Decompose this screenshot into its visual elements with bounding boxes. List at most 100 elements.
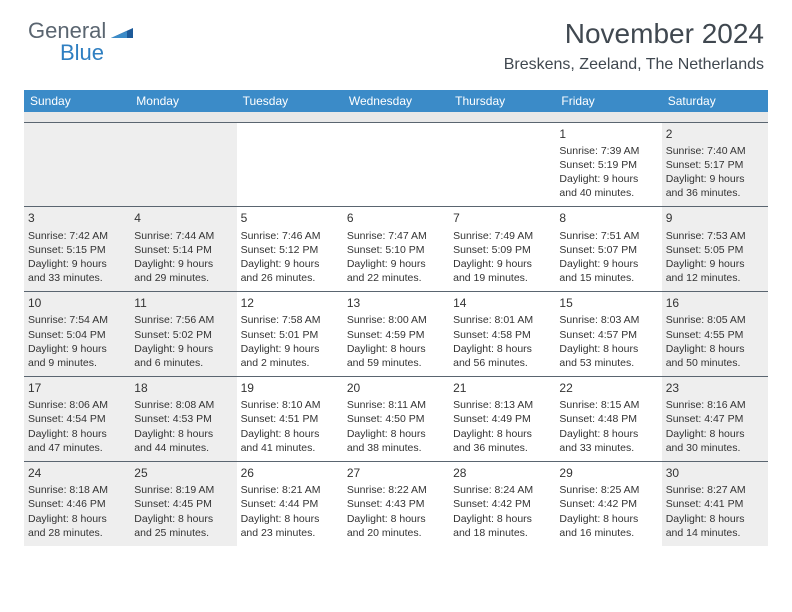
sunset-text: Sunset: 5:04 PM: [28, 328, 126, 342]
week-row: 24Sunrise: 8:18 AMSunset: 4:46 PMDayligh…: [24, 462, 768, 546]
day-number: 10: [28, 295, 126, 311]
sunset-text: Sunset: 4:50 PM: [347, 412, 445, 426]
sunrise-text: Sunrise: 7:54 AM: [28, 313, 126, 327]
day-number: 7: [453, 210, 551, 226]
day-number: 24: [28, 465, 126, 481]
sunset-text: Sunset: 4:55 PM: [666, 328, 764, 342]
day-cell-empty: [24, 122, 130, 207]
day-cell-5: 5Sunrise: 7:46 AMSunset: 5:12 PMDaylight…: [237, 207, 343, 292]
weekday-sunday: Sunday: [24, 90, 130, 112]
day-cell-empty: [130, 122, 236, 207]
logo: General Blue: [28, 18, 133, 66]
sunrise-text: Sunrise: 8:22 AM: [347, 483, 445, 497]
sunset-text: Sunset: 5:09 PM: [453, 243, 551, 257]
daylight-text: Daylight: 8 hours and 16 minutes.: [559, 512, 657, 540]
daylight-text: Daylight: 8 hours and 18 minutes.: [453, 512, 551, 540]
daylight-text: Daylight: 8 hours and 25 minutes.: [134, 512, 232, 540]
sunset-text: Sunset: 4:41 PM: [666, 497, 764, 511]
month-title: November 2024: [504, 18, 764, 50]
day-cell-21: 21Sunrise: 8:13 AMSunset: 4:49 PMDayligh…: [449, 377, 555, 462]
sunset-text: Sunset: 5:12 PM: [241, 243, 339, 257]
location-text: Breskens, Zeeland, The Netherlands: [504, 56, 764, 74]
day-number: 17: [28, 380, 126, 396]
day-number: 13: [347, 295, 445, 311]
day-cell-3: 3Sunrise: 7:42 AMSunset: 5:15 PMDaylight…: [24, 207, 130, 292]
sunset-text: Sunset: 5:15 PM: [28, 243, 126, 257]
daylight-text: Daylight: 8 hours and 47 minutes.: [28, 427, 126, 455]
sunrise-text: Sunrise: 7:47 AM: [347, 229, 445, 243]
day-cell-26: 26Sunrise: 8:21 AMSunset: 4:44 PMDayligh…: [237, 462, 343, 546]
sunrise-text: Sunrise: 8:05 AM: [666, 313, 764, 327]
daylight-text: Daylight: 9 hours and 6 minutes.: [134, 342, 232, 370]
weekday-monday: Monday: [130, 90, 236, 112]
sunrise-text: Sunrise: 7:44 AM: [134, 229, 232, 243]
day-number: 15: [559, 295, 657, 311]
daylight-text: Daylight: 8 hours and 59 minutes.: [347, 342, 445, 370]
day-cell-17: 17Sunrise: 8:06 AMSunset: 4:54 PMDayligh…: [24, 377, 130, 462]
day-number: 8: [559, 210, 657, 226]
sunset-text: Sunset: 5:14 PM: [134, 243, 232, 257]
sunrise-text: Sunrise: 7:58 AM: [241, 313, 339, 327]
day-cell-16: 16Sunrise: 8:05 AMSunset: 4:55 PMDayligh…: [662, 292, 768, 377]
sunrise-text: Sunrise: 7:40 AM: [666, 144, 764, 158]
day-cell-1: 1Sunrise: 7:39 AMSunset: 5:19 PMDaylight…: [555, 122, 661, 207]
day-number: 21: [453, 380, 551, 396]
sunrise-text: Sunrise: 7:42 AM: [28, 229, 126, 243]
weekday-friday: Friday: [555, 90, 661, 112]
day-number: 23: [666, 380, 764, 396]
week-row: 1Sunrise: 7:39 AMSunset: 5:19 PMDaylight…: [24, 122, 768, 207]
weekday-thursday: Thursday: [449, 90, 555, 112]
sunrise-text: Sunrise: 7:46 AM: [241, 229, 339, 243]
weekday-wednesday: Wednesday: [343, 90, 449, 112]
daylight-text: Daylight: 9 hours and 40 minutes.: [559, 172, 657, 200]
week-row: 17Sunrise: 8:06 AMSunset: 4:54 PMDayligh…: [24, 377, 768, 462]
day-cell-empty: [343, 122, 449, 207]
logo-flag-icon: [111, 25, 133, 42]
daylight-text: Daylight: 8 hours and 56 minutes.: [453, 342, 551, 370]
sunrise-text: Sunrise: 8:13 AM: [453, 398, 551, 412]
sunset-text: Sunset: 4:42 PM: [559, 497, 657, 511]
sunrise-text: Sunrise: 7:49 AM: [453, 229, 551, 243]
day-number: 30: [666, 465, 764, 481]
week-row: 3Sunrise: 7:42 AMSunset: 5:15 PMDaylight…: [24, 207, 768, 292]
sunset-text: Sunset: 5:01 PM: [241, 328, 339, 342]
day-number: 29: [559, 465, 657, 481]
daylight-text: Daylight: 8 hours and 23 minutes.: [241, 512, 339, 540]
sunset-text: Sunset: 4:51 PM: [241, 412, 339, 426]
sunset-text: Sunset: 4:46 PM: [28, 497, 126, 511]
daylight-text: Daylight: 9 hours and 9 minutes.: [28, 342, 126, 370]
sunset-text: Sunset: 5:19 PM: [559, 158, 657, 172]
day-cell-27: 27Sunrise: 8:22 AMSunset: 4:43 PMDayligh…: [343, 462, 449, 546]
weekday-saturday: Saturday: [662, 90, 768, 112]
daylight-text: Daylight: 9 hours and 19 minutes.: [453, 257, 551, 285]
daylight-text: Daylight: 8 hours and 36 minutes.: [453, 427, 551, 455]
daylight-text: Daylight: 8 hours and 20 minutes.: [347, 512, 445, 540]
day-cell-12: 12Sunrise: 7:58 AMSunset: 5:01 PMDayligh…: [237, 292, 343, 377]
day-number: 22: [559, 380, 657, 396]
sunrise-text: Sunrise: 8:08 AM: [134, 398, 232, 412]
sunrise-text: Sunrise: 8:00 AM: [347, 313, 445, 327]
day-number: 20: [347, 380, 445, 396]
day-cell-29: 29Sunrise: 8:25 AMSunset: 4:42 PMDayligh…: [555, 462, 661, 546]
daylight-text: Daylight: 8 hours and 53 minutes.: [559, 342, 657, 370]
day-number: 2: [666, 126, 764, 142]
day-cell-23: 23Sunrise: 8:16 AMSunset: 4:47 PMDayligh…: [662, 377, 768, 462]
day-number: 9: [666, 210, 764, 226]
sunset-text: Sunset: 4:42 PM: [453, 497, 551, 511]
sunset-text: Sunset: 4:44 PM: [241, 497, 339, 511]
day-number: 19: [241, 380, 339, 396]
day-cell-30: 30Sunrise: 8:27 AMSunset: 4:41 PMDayligh…: [662, 462, 768, 546]
day-number: 12: [241, 295, 339, 311]
sunrise-text: Sunrise: 8:16 AM: [666, 398, 764, 412]
daylight-text: Daylight: 9 hours and 26 minutes.: [241, 257, 339, 285]
sunset-text: Sunset: 5:10 PM: [347, 243, 445, 257]
daylight-text: Daylight: 8 hours and 33 minutes.: [559, 427, 657, 455]
weekday-header-row: SundayMondayTuesdayWednesdayThursdayFrid…: [24, 90, 768, 112]
daylight-text: Daylight: 8 hours and 30 minutes.: [666, 427, 764, 455]
sunrise-text: Sunrise: 8:15 AM: [559, 398, 657, 412]
sunset-text: Sunset: 4:58 PM: [453, 328, 551, 342]
daylight-text: Daylight: 8 hours and 38 minutes.: [347, 427, 445, 455]
daylight-text: Daylight: 9 hours and 22 minutes.: [347, 257, 445, 285]
sunset-text: Sunset: 5:02 PM: [134, 328, 232, 342]
sunset-text: Sunset: 4:53 PM: [134, 412, 232, 426]
